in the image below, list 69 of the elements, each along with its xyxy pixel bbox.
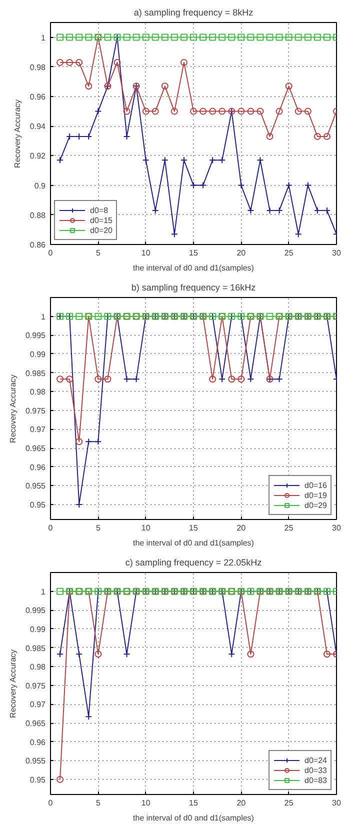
- x-tick-label: 10: [141, 798, 151, 808]
- legend-label: d0=19: [304, 490, 327, 500]
- y-tick-label: 0.98: [30, 388, 46, 397]
- y-axis-title: Recovery Accuracy: [12, 99, 22, 168]
- y-tick-label: 0.995: [25, 606, 46, 616]
- x-axis-title: the interval of d0 and d1(samples): [133, 814, 254, 822]
- x-tick-label: 15: [189, 798, 198, 808]
- x-tick-label: 0: [48, 798, 54, 808]
- x-tick-label: 20: [236, 524, 246, 532]
- chart-title: c) sampling frequency = 22.05kHz: [125, 558, 262, 568]
- y-tick-label: 1: [41, 312, 46, 322]
- legend-label: d0=29: [304, 500, 327, 510]
- x-tick-label: 25: [284, 524, 294, 532]
- x-tick-label: 5: [96, 248, 101, 258]
- x-axis-title: the interval of d0 and d1(samples): [133, 538, 254, 548]
- legend-label: d0=33: [304, 765, 327, 775]
- y-tick-label: 0.96: [30, 738, 46, 747]
- x-tick-label: 25: [284, 248, 294, 258]
- y-tick-label: 0.985: [25, 368, 46, 378]
- y-tick-label: 0.985: [25, 644, 46, 653]
- x-tick-label: 30: [332, 798, 342, 808]
- x-tick-label: 25: [284, 798, 294, 808]
- y-tick-label: 0.955: [25, 756, 46, 766]
- y-tick-label: 0.975: [25, 681, 46, 690]
- y-tick-label: 0.955: [25, 482, 46, 491]
- x-tick-label: 10: [141, 524, 151, 532]
- y-tick-label: 0.92: [30, 152, 46, 161]
- x-tick-label: 15: [189, 524, 198, 532]
- x-tick-label: 30: [332, 524, 342, 532]
- y-tick-label: 1: [41, 33, 46, 42]
- x-axis-title: the interval of d0 and d1(samples): [133, 264, 254, 272]
- y-tick-label: 0.9: [34, 181, 46, 190]
- y-axis-title: Recovery Accuracy: [8, 374, 18, 443]
- y-tick-label: 0.97: [30, 700, 46, 710]
- legend-label: d0=24: [304, 755, 327, 765]
- x-tick-label: 10: [141, 248, 151, 258]
- legend-label: d0=83: [304, 775, 327, 785]
- legend-label: d0=20: [90, 225, 112, 235]
- y-tick-label: 0.995: [25, 331, 46, 340]
- y-axis-title: Recovery Accuracy: [8, 649, 18, 718]
- y-tick-label: 1: [41, 587, 46, 596]
- y-tick-label: 0.99: [30, 624, 46, 634]
- y-tick-label: 0.975: [25, 406, 46, 416]
- y-tick-label: 0.965: [25, 444, 46, 454]
- chart-title: b) sampling frequency = 16kHz: [131, 282, 256, 292]
- y-tick-label: 0.965: [25, 719, 46, 728]
- y-tick-label: 0.96: [30, 92, 46, 102]
- legend-label: d0=15: [90, 215, 112, 225]
- y-tick-label: 0.97: [30, 425, 46, 434]
- x-tick-label: 20: [236, 248, 246, 258]
- y-tick-label: 0.98: [30, 62, 46, 72]
- x-tick-label: 15: [189, 248, 198, 258]
- legend-label: d0=16: [304, 480, 327, 490]
- y-tick-label: 0.95: [30, 775, 46, 784]
- y-tick-label: 0.95: [30, 500, 46, 510]
- y-tick-label: 0.98: [30, 662, 46, 672]
- y-tick-label: 0.86: [30, 240, 46, 250]
- x-tick-label: 0: [48, 524, 54, 532]
- x-tick-label: 30: [332, 248, 342, 258]
- x-tick-label: 5: [96, 798, 101, 808]
- chart-title: a) sampling frequency = 8kHz: [134, 8, 254, 18]
- x-tick-label: 20: [236, 798, 246, 808]
- y-tick-label: 0.88: [30, 210, 46, 220]
- x-tick-label: 5: [96, 524, 101, 532]
- x-tick-label: 0: [48, 248, 54, 258]
- y-tick-label: 0.94: [30, 122, 46, 132]
- y-tick-label: 0.99: [30, 350, 46, 359]
- legend-label: d0=8: [90, 205, 110, 215]
- y-tick-label: 0.96: [30, 462, 46, 472]
